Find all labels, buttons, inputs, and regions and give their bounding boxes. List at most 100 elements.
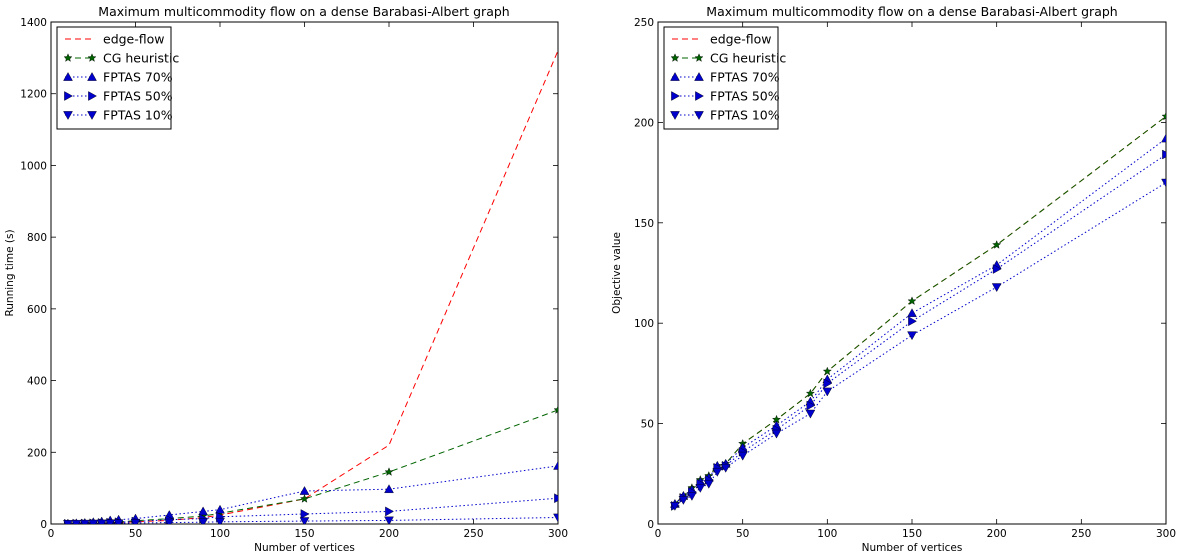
data-point: [553, 513, 558, 523]
series-line-2: [67, 409, 558, 524]
data-point: [79, 519, 90, 524]
x-tick-label: 50: [736, 528, 749, 540]
y-tick-label: 150: [634, 218, 654, 230]
legend-label: FPTAS 70%: [710, 70, 780, 85]
x-tick-label: 300: [1156, 528, 1176, 540]
data-point: [105, 519, 116, 524]
series-line-3: [67, 465, 558, 524]
legend-marker: [88, 91, 97, 101]
legend-label: FPTAS 10%: [103, 108, 173, 123]
series-line-3: [674, 138, 1166, 505]
data-point: [1162, 149, 1166, 160]
x-tick-label: 150: [902, 528, 922, 540]
data-point: [823, 378, 833, 389]
legend-label: FPTAS 70%: [103, 70, 173, 85]
series-line-2: [674, 116, 1166, 505]
data-point: [991, 283, 1002, 293]
data-point: [198, 506, 208, 516]
chart-panel-1: Maximum multicommodity flow on a dense B…: [4, 4, 568, 554]
x-tick-label: 0: [655, 528, 662, 540]
data-point: [695, 484, 706, 493]
data-point: [300, 509, 310, 519]
data-point: [737, 451, 748, 461]
legend-label: FPTAS 50%: [710, 89, 780, 104]
y-tick-label: 400: [27, 376, 47, 388]
legend-marker: [694, 72, 704, 81]
data-point: [299, 494, 310, 503]
data-point: [992, 240, 1002, 249]
legend-label: CG heuristic: [710, 51, 786, 66]
y-tick-label: 250: [634, 17, 654, 29]
legend-marker: [87, 53, 97, 62]
y-tick-label: 100: [634, 318, 654, 330]
plot-area: [63, 50, 558, 524]
x-tick-label: 100: [817, 528, 837, 540]
data-point: [299, 517, 310, 524]
data-point: [113, 519, 124, 524]
data-point: [805, 388, 815, 398]
data-point: [553, 405, 558, 414]
legend-marker: [63, 72, 73, 81]
chart-title: Maximum multicommodity flow on a dense B…: [706, 4, 1117, 19]
x-tick-label: 150: [294, 528, 314, 540]
legend-box: [56, 26, 172, 130]
legend-box: [663, 26, 779, 130]
y-tick-label: 50: [641, 419, 654, 431]
x-tick-label: 100: [210, 528, 230, 540]
y-tick-label: 1200: [20, 89, 47, 101]
series-line-1: [674, 116, 1166, 505]
data-point: [992, 264, 1002, 274]
legend-marker: [63, 53, 73, 62]
y-tick-label: 200: [634, 117, 654, 129]
legend-marker: [670, 72, 680, 81]
data-point: [384, 516, 394, 524]
data-point: [670, 502, 680, 511]
data-point: [384, 484, 394, 493]
x-tick-label: 250: [1071, 528, 1091, 540]
data-point: [554, 493, 558, 504]
data-point: [687, 492, 697, 501]
data-point: [553, 460, 558, 470]
y-tick-label: 1400: [20, 17, 47, 29]
x-tick-label: 200: [987, 528, 1007, 540]
data-point: [806, 400, 816, 411]
data-point: [299, 486, 310, 495]
legend-marker: [64, 91, 73, 101]
data-point: [198, 518, 208, 524]
legend-label: FPTAS 10%: [710, 108, 780, 123]
y-tick-label: 600: [27, 304, 47, 316]
legend-label: edge-flow: [103, 32, 165, 47]
x-axis-label: Number of vertices: [862, 542, 963, 554]
data-point: [215, 518, 225, 524]
x-axis-label: Number of vertices: [254, 542, 355, 554]
data-point: [678, 496, 689, 505]
legend-marker: [63, 111, 73, 120]
data-point: [1161, 178, 1166, 188]
y-axis-label: Running time (s): [4, 229, 16, 316]
data-point: [703, 480, 714, 489]
legend-marker: [671, 91, 680, 101]
data-point: [88, 519, 99, 524]
data-point: [164, 518, 175, 524]
x-tick-label: 250: [463, 528, 483, 540]
data-point: [822, 366, 832, 376]
legend-label: CG heuristic: [103, 51, 179, 66]
series-line-5: [674, 182, 1166, 507]
y-tick-label: 0: [647, 519, 654, 531]
y-tick-label: 800: [27, 232, 47, 244]
legend-marker: [695, 91, 704, 101]
data-point: [712, 468, 723, 477]
data-point: [215, 504, 225, 514]
legend-marker: [694, 111, 704, 120]
y-tick-label: 1000: [20, 160, 47, 172]
chart-panel-2: Maximum multicommodity flow on a dense B…: [611, 4, 1176, 554]
data-point: [384, 467, 394, 476]
x-tick-label: 50: [129, 528, 142, 540]
data-point: [71, 520, 82, 524]
legend-marker: [694, 53, 704, 62]
legend: edge-flow CG heuristic FPTAS 70% FPTAS 50% F…: [663, 26, 786, 130]
legend-label: FPTAS 50%: [103, 89, 173, 104]
legend-marker: [670, 111, 680, 120]
legend-marker: [87, 72, 97, 81]
